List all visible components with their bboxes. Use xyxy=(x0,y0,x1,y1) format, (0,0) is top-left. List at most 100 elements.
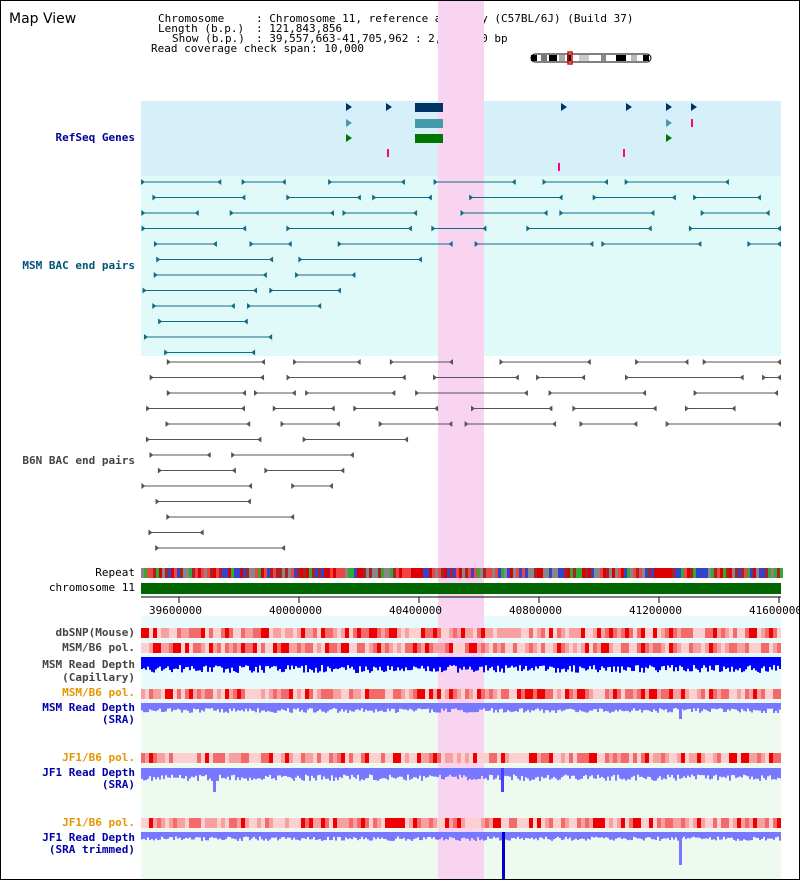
msm-sra-depth-bar xyxy=(641,703,643,713)
msm-sra-depth-bar xyxy=(675,703,677,709)
jf1-trim-depth-bar xyxy=(243,832,245,837)
msm-capillary-depth-bar xyxy=(561,657,563,670)
msm-bac-pair-end xyxy=(356,194,361,201)
msm-bac-pair-end xyxy=(526,225,531,232)
msm-capillary-depth-bar xyxy=(469,657,471,667)
b6n-bac-pair-end xyxy=(514,374,519,381)
jf1-sra-depth-bar xyxy=(729,768,731,781)
msm-capillary-depth-bar xyxy=(317,657,319,673)
msm-bac-pair-end xyxy=(152,303,157,309)
dbsnp-heat xyxy=(405,628,409,638)
msm-sra-depth-bar xyxy=(265,703,267,712)
repeat-segment xyxy=(558,568,561,578)
msm-capillary-depth-bar xyxy=(577,657,579,673)
b6n-bac-pair-end xyxy=(401,374,406,381)
jf1-trim-depth-bar xyxy=(405,832,407,841)
msm-sra-depth-bar xyxy=(533,703,535,711)
repeat-segment xyxy=(360,568,363,578)
jf1-b6-pol-trim-heat xyxy=(701,818,705,828)
msm-capillary-depth-bar xyxy=(259,657,261,666)
jf1-sra-depth-bar xyxy=(165,768,167,776)
jf1-trim-depth-bar xyxy=(533,832,535,840)
jf1-sra-depth-bar xyxy=(183,768,185,779)
jf1-trim-depth-bar xyxy=(277,832,279,841)
msm-capillary-depth-bar xyxy=(723,657,725,667)
msm-sra-depth-bar xyxy=(617,703,619,712)
msm-sra-depth-bar xyxy=(609,703,611,713)
msm-b6-pol-heat xyxy=(177,643,181,653)
repeat-segment xyxy=(537,568,540,578)
jf1-trim-depth-bar xyxy=(407,832,409,839)
dbsnp-heat xyxy=(577,628,581,638)
msm-capillary-depth-bar xyxy=(315,657,317,668)
msm-sra-depth-bar xyxy=(277,703,279,711)
msm-sra-depth-bar xyxy=(309,703,311,709)
dbsnp-heat xyxy=(305,628,309,638)
msm-bac-pair-end xyxy=(141,210,146,216)
msm-capillary-depth-bar xyxy=(343,657,345,668)
jf1-b6-pol-heat xyxy=(521,753,525,763)
msm-sra-depth-bar xyxy=(273,703,275,713)
msm-capillary-depth-bar xyxy=(369,657,371,673)
jf1-b6-pol-heat xyxy=(153,753,157,763)
msm-bac-pair-end xyxy=(158,318,163,325)
jf1-sra-depth-bar xyxy=(573,768,575,776)
jf1-trim-depth-bar xyxy=(427,832,429,838)
jf1-b6-pol-heat xyxy=(333,753,337,763)
jf1-b6-pol-heat xyxy=(461,753,465,763)
jf1-sra-depth-bar xyxy=(419,768,421,776)
b6n-bac-pair-end xyxy=(702,359,707,365)
msm-sra-depth-bar xyxy=(435,703,437,713)
jf1-trim-depth-bar xyxy=(365,832,367,838)
jf1-b6-pol-trim-heat xyxy=(721,818,725,828)
msm-capillary-depth-bar xyxy=(613,657,615,667)
jf1-b6-pol-heat xyxy=(353,753,357,763)
ruler-tick-label: 40800000 xyxy=(509,604,562,617)
jf1-sra-depth-bar xyxy=(369,768,371,775)
repeat-segment xyxy=(249,568,252,578)
msm-sra-depth-bar xyxy=(481,703,483,710)
jf1-trim-depth-bar xyxy=(279,832,281,839)
msm-b6-pol-heat xyxy=(705,643,709,653)
jf1-trim-depth-bar xyxy=(371,832,373,841)
repeat-segment xyxy=(696,568,699,578)
msm-sra-depth-bar xyxy=(239,703,241,711)
msm-sra-depth-bar xyxy=(227,703,229,713)
msm-sra-depth-bar xyxy=(643,703,645,711)
msm-b6-pol-heat xyxy=(181,643,185,653)
jf1-b6-pol-heat xyxy=(293,753,297,763)
ideogram-band xyxy=(616,55,626,61)
jf1-b6-pol-trim-heat xyxy=(673,818,677,828)
jf1-sra-depth-bar xyxy=(723,768,725,777)
repeat-segment xyxy=(531,568,534,578)
msm-capillary-depth-bar xyxy=(419,657,421,669)
msm-capillary-depth-bar xyxy=(377,657,379,671)
msm-b6-pol-heat xyxy=(337,643,341,653)
msm-sra-depth-bar xyxy=(251,703,253,711)
jf1-sra-depth-bar xyxy=(525,768,527,778)
dbsnp-label: dbSNP(Mouse) xyxy=(55,626,135,639)
jf1-sra-depth-bar xyxy=(653,768,655,781)
chromosome-track-label: chromosome 11 xyxy=(48,581,135,594)
repeat-segment xyxy=(180,568,183,578)
dbsnp-heat xyxy=(741,628,745,638)
dbsnp-heat xyxy=(553,628,557,638)
jf1-sra-depth-bar xyxy=(399,768,401,777)
msm-capillary-depth-bar xyxy=(585,657,587,671)
msm-b6-pol-heat xyxy=(381,643,385,653)
dbsnp-heat xyxy=(641,628,645,638)
repeat-segment xyxy=(294,568,297,578)
msm-capillary-depth-bar xyxy=(423,657,425,669)
jf1-trim-depth-bar xyxy=(235,832,237,840)
jf1-sra-depth-bar xyxy=(697,768,699,775)
jf1-sra-depth-bar xyxy=(209,768,211,779)
jf1-b6-pol-trim-label: JF1/B6 pol. xyxy=(62,816,135,829)
msm-capillary-depth-bar xyxy=(345,657,347,670)
jf1-sra-depth-bar xyxy=(749,768,751,780)
msm-sra-depth-bar xyxy=(739,703,741,713)
msm-sra-depth-bar xyxy=(519,703,521,709)
jf1-trim-depth-bar xyxy=(577,832,579,841)
msm-capillary-depth-bar xyxy=(699,657,701,673)
jf1-sra-depth-bar xyxy=(637,768,639,775)
